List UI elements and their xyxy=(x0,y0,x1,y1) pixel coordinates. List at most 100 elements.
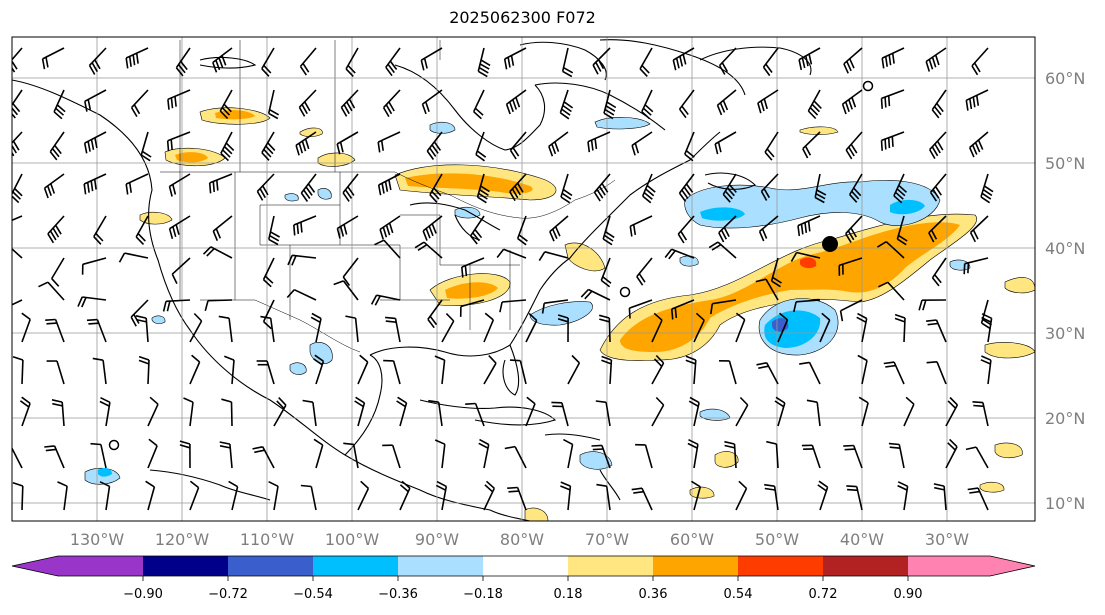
wind-barb-feather xyxy=(385,66,393,77)
wind-barb xyxy=(561,402,569,427)
wind-barb xyxy=(982,402,989,427)
wind-barb-feather xyxy=(387,63,395,74)
wind-barb xyxy=(336,215,359,230)
wind-barb-feather xyxy=(77,296,83,307)
wind-barb xyxy=(228,318,233,343)
wind-barb-feather xyxy=(711,243,722,251)
wind-barb-feather xyxy=(204,300,209,312)
wind-barb xyxy=(808,362,821,385)
wind-barb-feather xyxy=(218,315,230,319)
wind-barb-feather xyxy=(477,196,487,204)
wind-barb-feather xyxy=(388,101,395,112)
wind-barb xyxy=(53,445,65,469)
wind-barb xyxy=(760,173,779,192)
wind-barb-feather xyxy=(219,441,231,445)
wind-barb-feather xyxy=(12,112,16,119)
wind-barb xyxy=(735,404,749,427)
calm-wind-marker xyxy=(108,439,120,451)
wind-barb xyxy=(342,173,359,194)
wind-barb-feather xyxy=(760,100,765,112)
wind-barb-feather xyxy=(981,355,992,361)
wind-barb-feather xyxy=(772,276,782,284)
wind-barb-feather xyxy=(557,318,569,323)
wind-barb-feather xyxy=(385,224,391,236)
wind-barb-feather xyxy=(679,56,684,67)
wind-barb-feather xyxy=(128,182,132,193)
wind-barb-feather xyxy=(346,101,353,112)
wind-barb xyxy=(603,89,611,114)
colorbar-tick-label: 0.72 xyxy=(809,587,838,602)
wind-barb-feather xyxy=(641,64,650,74)
wind-barb xyxy=(295,131,317,146)
lon-label: 30°W xyxy=(925,530,969,549)
wind-barb-feather xyxy=(336,143,341,155)
wind-barb xyxy=(861,360,868,385)
wind-barb-feather xyxy=(678,192,687,202)
wind-barb xyxy=(525,320,538,343)
wind-barb-feather xyxy=(215,228,222,239)
colorbar-tick-label: 0.36 xyxy=(639,587,668,602)
calm-wind-marker xyxy=(862,80,874,92)
wind-barb-feather xyxy=(180,60,188,71)
wind-barb xyxy=(379,215,401,231)
wind-barb-feather xyxy=(478,442,489,449)
wind-barb-feather xyxy=(474,228,483,239)
wind-barb-feather xyxy=(765,63,773,73)
colorbar-tick-label: 0.54 xyxy=(724,587,753,602)
wind-barb-feather xyxy=(965,446,977,451)
wind-barb xyxy=(592,47,611,66)
wind-barb-feather xyxy=(644,104,654,113)
colorbar-tick-label: −0.54 xyxy=(293,587,333,602)
wind-barb xyxy=(82,257,107,266)
wind-barb-feather xyxy=(291,255,297,266)
positive-anomaly-region xyxy=(714,451,739,468)
wind-barb-feather xyxy=(668,250,676,260)
wind-barb xyxy=(44,173,65,189)
wind-barb xyxy=(849,173,863,196)
wind-barb-feather xyxy=(221,107,231,116)
wind-barb xyxy=(601,445,611,469)
wind-barb-feather xyxy=(813,100,822,109)
wind-barb-feather xyxy=(600,279,611,288)
wind-barb-feather xyxy=(714,143,719,155)
wind-barb-feather xyxy=(560,196,571,204)
wind-barb-feather xyxy=(14,187,23,197)
wind-barb-feather xyxy=(170,97,174,109)
wind-barb-feather xyxy=(425,228,431,239)
wind-barb-feather xyxy=(262,279,272,288)
wind-barb-feather xyxy=(688,400,699,407)
wind-barb-feather xyxy=(931,277,940,287)
wind-barb xyxy=(474,403,485,427)
wind-barb-feather xyxy=(739,396,749,406)
wind-barb-feather xyxy=(388,222,394,234)
wind-barb-feather xyxy=(848,99,853,110)
wind-barb-feather xyxy=(86,318,98,322)
wind-barb-feather xyxy=(125,183,129,195)
wind-barb xyxy=(342,280,359,301)
wind-barb xyxy=(544,299,569,304)
wind-barb xyxy=(394,318,401,343)
wind-barb-feather xyxy=(802,148,809,159)
wind-barb xyxy=(588,288,611,301)
wind-barb-feather xyxy=(817,484,827,492)
wind-barb-feather xyxy=(311,312,322,320)
wind-barb-feather xyxy=(135,53,139,64)
wind-barb-feather xyxy=(645,188,655,197)
wind-barb-feather xyxy=(603,112,614,120)
wind-barb xyxy=(12,247,23,259)
wind-barb-feather xyxy=(764,487,776,491)
wind-barb xyxy=(819,486,829,511)
wind-barb-feather xyxy=(223,103,232,113)
wind-barb-feather xyxy=(377,141,381,153)
wind-barb-feather xyxy=(354,400,364,408)
wind-barb xyxy=(925,47,947,63)
wind-barb-feather xyxy=(884,139,887,150)
wind-barb-feather xyxy=(7,222,8,232)
wind-barb-feather xyxy=(973,62,981,73)
wind-barb xyxy=(609,359,613,385)
wind-barb-feather xyxy=(302,399,314,403)
shaded-anomalies xyxy=(84,107,1035,521)
wind-barb-feather xyxy=(806,399,818,403)
wind-barb xyxy=(61,402,65,427)
wind-barb xyxy=(47,281,65,301)
